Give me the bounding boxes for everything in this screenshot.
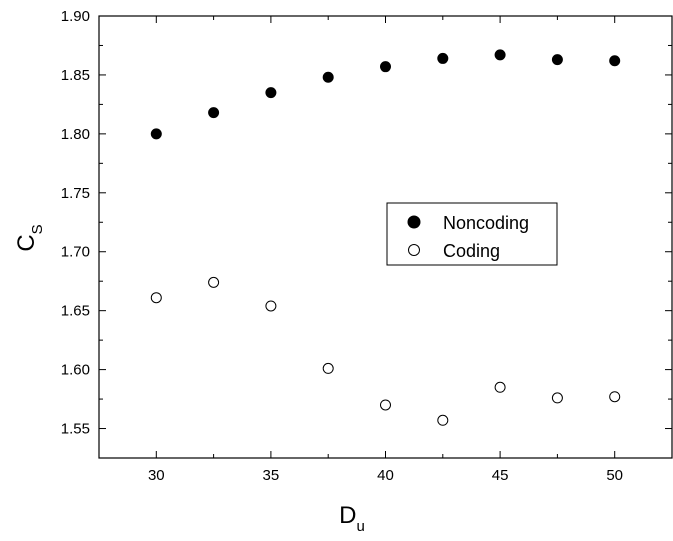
series-layer [150,49,621,426]
noncoding-point [322,71,334,83]
noncoding-point [150,128,162,140]
noncoding-point [609,55,621,67]
coding-point [208,276,220,288]
noncoding-point [265,87,277,99]
noncoding-point [494,49,506,61]
x-tick-label: 40 [377,467,394,484]
x-tick-label: 30 [148,467,165,484]
coding-point [609,391,621,403]
legend-marker-noncoding [407,215,421,229]
x-tick-label: 45 [492,467,509,484]
series-coding [150,276,621,426]
y-tick-label: 1.70 [61,244,90,261]
y-tick-label: 1.85 [61,67,90,84]
x-tick-label: 50 [606,467,623,484]
y-axis-title: CS [13,224,46,251]
y-tick-label: 1.90 [61,8,90,25]
legend: Noncoding Coding [386,202,558,266]
y-tick-label: 1.60 [61,362,90,379]
y-tick-label: 1.55 [61,421,90,438]
y-tick-label: 1.80 [61,126,90,143]
plot-frame [98,15,673,459]
y-axis-title-main: C [13,234,40,251]
x-axis: 30 35 40 45 50 [98,16,673,484]
legend-label-coding: Coding [443,241,500,261]
legend-marker-coding [408,244,420,256]
coding-point [150,292,162,304]
coding-point [380,399,391,411]
noncoding-point [208,107,220,119]
x-axis-title-sub: u [357,518,365,535]
noncoding-point [380,61,391,73]
coding-point [437,414,449,426]
y-tick-label: 1.65 [61,303,90,320]
x-tick-label: 35 [263,467,280,484]
x-axis-title-main: D [339,502,356,529]
coding-point [494,381,506,393]
noncoding-point [551,54,563,66]
series-noncoding [150,49,621,140]
plot-border [98,15,673,459]
y-axis: 1.55 1.60 1.65 1.70 1.75 1.80 1.85 1.90 [61,8,672,438]
x-axis-title: Du [339,502,365,535]
y-axis-title-sub: S [29,224,46,234]
coding-point [322,362,334,374]
legend-label-noncoding: Noncoding [443,213,529,233]
noncoding-point [437,52,449,64]
coding-point [551,392,563,404]
y-tick-label: 1.75 [61,185,90,202]
coding-point [265,300,277,312]
